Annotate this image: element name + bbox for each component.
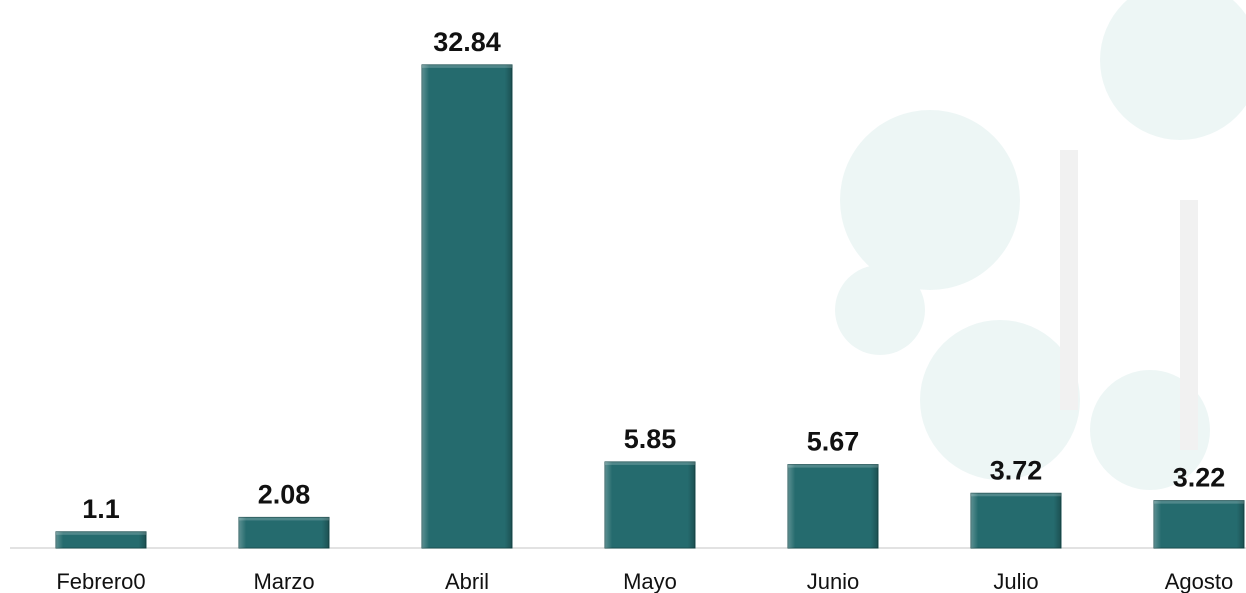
bar-top bbox=[971, 493, 1061, 497]
x-tick-label: Junio bbox=[807, 569, 860, 593]
bar bbox=[1153, 500, 1245, 549]
watermark bbox=[835, 0, 1246, 490]
x-tick-label: Marzo bbox=[253, 569, 314, 593]
value-label: 32.84 bbox=[433, 27, 501, 57]
value-label: 3.72 bbox=[990, 455, 1043, 485]
bar bbox=[604, 461, 696, 549]
bar-top bbox=[422, 64, 512, 68]
bar bbox=[787, 464, 879, 549]
value-label: 5.67 bbox=[807, 427, 860, 457]
x-tick-label: Abril bbox=[445, 569, 489, 593]
bar bbox=[421, 64, 513, 549]
bar-top bbox=[239, 517, 329, 521]
x-tick-label: Agosto bbox=[1165, 569, 1234, 593]
x-tick-label: Mayo bbox=[623, 569, 677, 593]
value-label: 1.1 bbox=[82, 494, 120, 524]
bar-top bbox=[1154, 500, 1244, 504]
value-label: 2.08 bbox=[258, 479, 311, 509]
x-tick-label: Febrero0 bbox=[56, 569, 145, 593]
x-tick-label: Julio bbox=[993, 569, 1038, 593]
value-label: 3.22 bbox=[1173, 463, 1226, 493]
value-label: 5.85 bbox=[624, 424, 677, 454]
bar-top bbox=[788, 464, 878, 468]
bar-top bbox=[605, 461, 695, 465]
bar-top bbox=[56, 531, 146, 535]
bar bbox=[238, 516, 330, 549]
bar bbox=[970, 492, 1062, 549]
